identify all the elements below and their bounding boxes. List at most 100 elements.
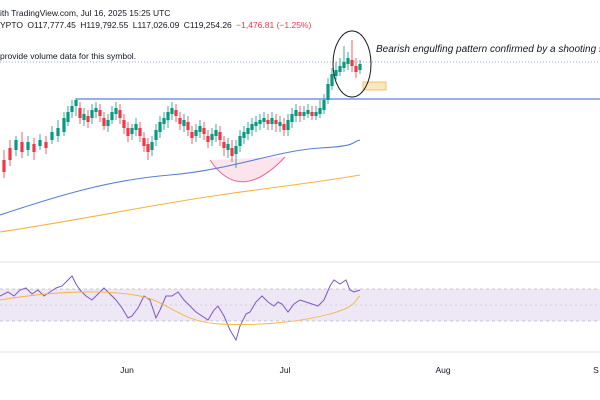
x-axis-label-jun: Jun [120, 365, 134, 375]
candle-body [318, 108, 322, 114]
sma-slow-line [0, 174, 361, 233]
candle-body [286, 120, 290, 130]
candle-body [194, 130, 198, 136]
candle-body [32, 144, 36, 152]
candle-body [20, 142, 24, 152]
candle-body [86, 116, 90, 122]
candle-body [150, 142, 154, 150]
candle-body [94, 108, 98, 112]
candle-body [126, 128, 130, 136]
candle-body [326, 84, 330, 100]
candle-body [202, 128, 206, 134]
candle-body [162, 118, 166, 124]
candle-body [330, 74, 334, 86]
candle-body [66, 112, 70, 122]
candle-body [238, 136, 242, 146]
rounded-bottom-shape[interactable] [209, 156, 286, 183]
candle-body [130, 128, 134, 134]
supply-zone[interactable] [362, 81, 387, 91]
candle-body [198, 126, 202, 132]
candle-body [142, 138, 146, 146]
candle-body [302, 112, 306, 116]
candle-body [78, 108, 82, 118]
candle-body [322, 100, 326, 110]
candle-body [2, 160, 6, 172]
candle-body [118, 110, 122, 118]
candle-body [138, 128, 142, 136]
candle-body [266, 120, 270, 124]
candle-body [254, 122, 258, 126]
symbol-label[interactable]: YPTO [0, 20, 23, 30]
candle-body [314, 112, 318, 116]
candle-body [110, 112, 114, 120]
high-value: H119,792.55 [80, 20, 129, 30]
candle-body [102, 118, 106, 126]
rsi-ma-line [0, 291, 361, 325]
candle-body [174, 110, 178, 116]
candle-body [154, 130, 158, 140]
candle-body [306, 110, 310, 114]
candle-body [62, 118, 66, 132]
candle-body [74, 100, 78, 106]
candle-body [158, 122, 162, 132]
candle-body [246, 128, 250, 134]
candle-body [210, 134, 214, 140]
candle-body [134, 124, 138, 130]
candle-body [26, 142, 30, 150]
x-axis-label-aug: Aug [435, 365, 451, 375]
candle-body [354, 66, 358, 72]
open-value: O117,777.45 [27, 20, 76, 30]
candle-body [8, 148, 12, 160]
candle-body [38, 140, 42, 146]
candle-body [270, 118, 274, 124]
candle-body [166, 112, 170, 120]
candle-body [278, 122, 282, 126]
annotation-ellipse[interactable] [332, 30, 372, 98]
candle-body [290, 114, 294, 122]
candle-body [206, 136, 210, 142]
x-axis-label-sep: S [593, 365, 599, 375]
candle-body [182, 120, 186, 126]
candle-body [90, 110, 94, 118]
candle-body [258, 120, 262, 124]
candle-body [298, 112, 302, 116]
x-axis-label-jul: Jul [279, 365, 291, 375]
candle-body [294, 110, 298, 116]
candle-body [50, 132, 54, 140]
pattern-annotation-text[interactable]: Bearish engulfing pattern confirmed by a… [376, 44, 600, 55]
candle-body [346, 58, 350, 64]
candle-body [250, 124, 254, 130]
candle-body [282, 124, 286, 130]
candle-body [82, 114, 86, 120]
candle-body [106, 120, 110, 126]
candle-body [178, 118, 182, 124]
candlestick-series [2, 40, 362, 178]
candle-body [262, 118, 266, 122]
ohlc-legend: YPTO O117,777.45 H119,792.55 L117,026.09… [0, 20, 313, 30]
low-value: L117,026.09 [132, 20, 180, 30]
candle-body [14, 140, 18, 150]
candle-body [310, 112, 314, 116]
rsi-line [0, 275, 361, 342]
candle-body [122, 120, 126, 128]
candle-body [334, 70, 338, 76]
candle-body [146, 144, 150, 152]
candle-body [114, 108, 118, 114]
candle-body [44, 142, 48, 148]
change-value: −1,476.81 (−1.25%) [236, 20, 312, 30]
candle-body [342, 62, 346, 68]
candle-body [234, 146, 238, 154]
candle-body [242, 132, 246, 138]
close-value: C119,254.26 [183, 20, 232, 30]
chart-header: ith TradingView.com, Jul 16, 2025 15:25 … [0, 0, 600, 30]
candle-body [214, 130, 218, 136]
candle-body [70, 106, 74, 112]
candle-body [274, 120, 278, 124]
candle-body [186, 122, 190, 130]
candle-body [218, 132, 222, 140]
candle-body [358, 64, 362, 70]
volume-notice: provide volume data for this symbol. [0, 51, 137, 61]
candle-body [226, 144, 230, 150]
candle-body [350, 60, 354, 66]
